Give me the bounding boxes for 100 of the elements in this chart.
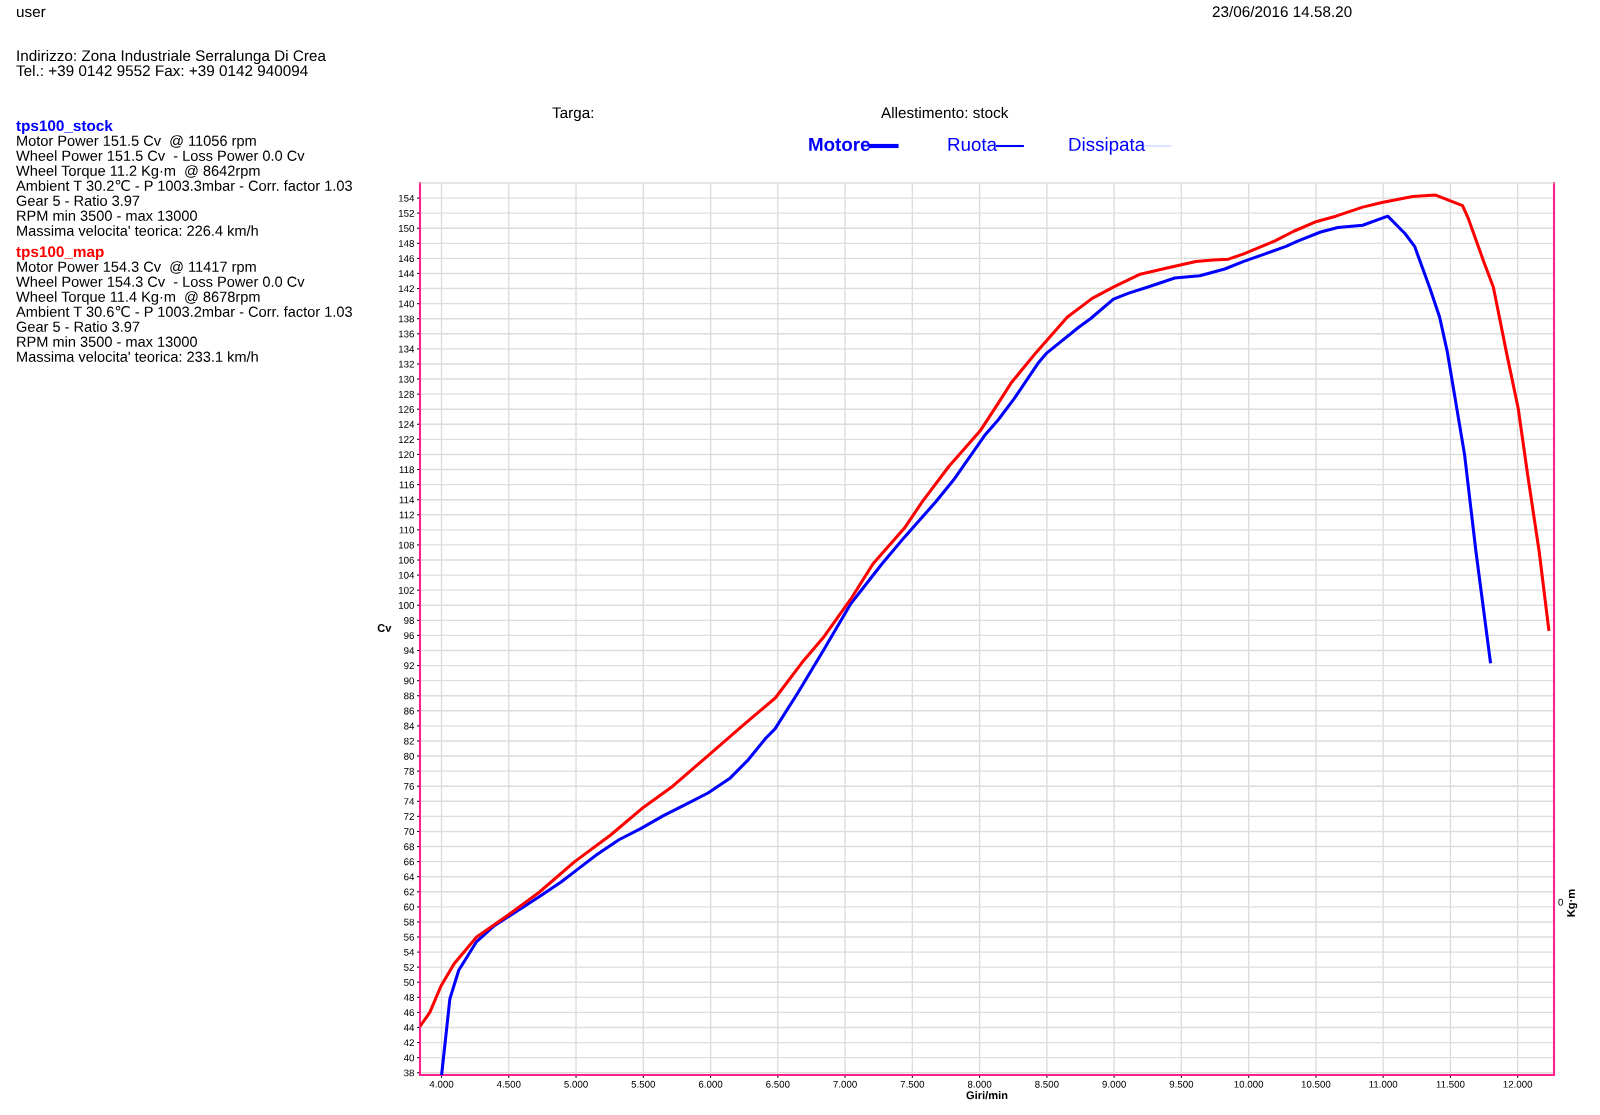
y-tick-label: 128 xyxy=(398,390,415,398)
y-tick-label: 76 xyxy=(404,782,415,790)
y-tick-label: 108 xyxy=(398,541,415,549)
y-tick-label: 84 xyxy=(404,722,415,730)
y-tick-label: 40 xyxy=(403,1054,415,1062)
y-tick-label: 54 xyxy=(404,948,415,956)
text: Wheel Torque 11.4 Kg·m @ 8678rpm xyxy=(16,291,260,305)
y-tick-label: 104 xyxy=(398,571,415,579)
x-axis-title: Giri/min xyxy=(966,1091,1008,1100)
y-tick-label: 46 xyxy=(403,1009,415,1017)
text: Ambient T 30.6℃ - P 1003.2mbar - Corr. factor 1.03 xyxy=(16,305,352,317)
x-tick-label: 7.000 xyxy=(833,1080,857,1088)
x-tick-label: 7.500 xyxy=(900,1080,925,1088)
y-tick-label: 120 xyxy=(398,451,415,459)
text: tps100_map xyxy=(16,246,104,261)
y-tick-label: 140 xyxy=(398,300,415,308)
text: Ambient T 30.2℃ - P 1003.3mbar - Corr. factor 1.03 xyxy=(16,179,352,191)
y-tick-label: 96 xyxy=(404,632,415,640)
x-tick-label: 6.500 xyxy=(766,1080,790,1088)
x-tick-label: 9.500 xyxy=(1169,1080,1194,1088)
y-tick-label: 112 xyxy=(399,511,414,519)
text: Gear 5 - Ratio 3.97 xyxy=(16,195,140,206)
y-tick-label: 38 xyxy=(404,1069,415,1077)
y2-axis-title: Kg·m xyxy=(1567,889,1578,917)
y-tick-label: 92 xyxy=(404,662,414,670)
y-tick-label: 132 xyxy=(398,360,414,368)
text: Dissipata xyxy=(1069,137,1146,155)
x-tick-label: 8.500 xyxy=(1035,1080,1059,1088)
text: Wheel Torque 11.2 Kg·m @ 8642rpm xyxy=(16,165,260,179)
y-tick-label: 80 xyxy=(404,752,415,760)
y-tick-label: 124 xyxy=(398,421,415,428)
y-tick-label: 154 xyxy=(398,194,415,202)
text: RPM min 3500 - max 13000 xyxy=(17,210,197,221)
y-tick-label: 56 xyxy=(404,933,415,941)
x-tick-label: 5.000 xyxy=(564,1080,588,1088)
y-tick-label: 44 xyxy=(403,1024,415,1032)
y-tick-label: 60 xyxy=(404,903,415,911)
y-tick-label: 52 xyxy=(404,963,414,971)
x-tick-label: 10.500 xyxy=(1301,1080,1331,1088)
y-tick-label: 110 xyxy=(399,526,415,534)
y-tick-label: 134 xyxy=(398,345,415,353)
y-tick-label: 130 xyxy=(398,375,415,383)
y-tick-label: 74 xyxy=(404,798,415,805)
text: Motor Power 154.3 Cv @ 11417 rpm xyxy=(17,261,256,275)
y-tick-label: 116 xyxy=(399,481,415,489)
y-tick-label: 78 xyxy=(404,767,415,775)
y-tick-label: 106 xyxy=(398,556,415,564)
y-tick-label: 58 xyxy=(404,918,415,926)
y-tick-label: 62 xyxy=(404,888,414,896)
x-tick-label: 5.500 xyxy=(631,1080,656,1088)
x-tick-label: 4.000 xyxy=(429,1080,454,1088)
y-tick-label: 100 xyxy=(398,601,415,609)
text: Massima velocita' teorica: 233.1 km/h xyxy=(17,351,258,362)
y-tick-label: 50 xyxy=(404,978,415,986)
y-tick-label: 138 xyxy=(398,315,415,323)
text: Massima velocita' teorica: 226.4 km/h xyxy=(17,225,258,236)
x-tick-label: 11.500 xyxy=(1436,1080,1465,1088)
y-tick-label: 122 xyxy=(398,436,414,443)
text: 23/06/2016 14.58.20 xyxy=(1212,5,1352,18)
x-tick-label: 10.000 xyxy=(1234,1080,1264,1088)
y-tick-label: 98 xyxy=(404,617,415,624)
y-tick-label: 86 xyxy=(404,707,415,715)
text: Motor Power 151.5 Cv @ 11056 rpm xyxy=(17,135,256,149)
text: tps100_stock xyxy=(16,119,113,135)
y-tick-label: 88 xyxy=(404,692,415,700)
text: Wheel Power 151.5 Cv - Loss Power 0.0 Cv xyxy=(16,150,305,161)
text: Allestimento: stock xyxy=(881,106,1009,119)
y-tick-label: 142 xyxy=(398,285,414,293)
y-tick-label: 102 xyxy=(398,586,414,594)
text: Tel.: +39 0142 9552 Fax: +39 0142 940094 xyxy=(16,64,308,77)
text: Indirizzo: Zona Industriale Serralunga Di Crea xyxy=(17,49,326,65)
y-tick-label: 118 xyxy=(399,466,415,474)
y-tick-label: 90 xyxy=(404,677,415,685)
y-tick-label: 150 xyxy=(398,224,415,232)
y-tick-label: 66 xyxy=(404,858,415,866)
y-tick-label: 146 xyxy=(398,255,415,263)
y-tick-label: 82 xyxy=(404,737,414,745)
text: 0 xyxy=(1558,898,1564,906)
y-tick-label: 94 xyxy=(404,647,415,655)
y-tick-label: 144 xyxy=(398,270,415,277)
text: RPM min 3500 - max 13000 xyxy=(17,336,197,347)
y-tick-label: 136 xyxy=(398,330,415,338)
y-tick-label: 48 xyxy=(403,994,415,1001)
y-tick-label: 42 xyxy=(403,1039,414,1047)
y-tick-label: 72 xyxy=(404,813,414,820)
text: Wheel Power 154.3 Cv - Loss Power 0.0 Cv xyxy=(16,276,305,287)
text: Gear 5 - Ratio 3.97 xyxy=(16,321,140,332)
x-tick-label: 11.000 xyxy=(1369,1080,1398,1088)
x-tick-label: 9.000 xyxy=(1102,1080,1126,1088)
y-tick-label: 152 xyxy=(398,209,414,217)
y-axis-title: Cv xyxy=(377,624,392,632)
y-tick-label: 68 xyxy=(404,843,415,851)
text: Ruota xyxy=(948,137,998,152)
x-tick-label: 4.500 xyxy=(496,1080,521,1088)
y-tick-label: 114 xyxy=(399,496,415,504)
y-tick-label: 70 xyxy=(404,828,415,836)
y-tick-label: 64 xyxy=(404,873,415,881)
x-tick-label: 6.000 xyxy=(698,1080,723,1088)
y-tick-label: 148 xyxy=(398,240,415,247)
text: user xyxy=(16,8,46,18)
